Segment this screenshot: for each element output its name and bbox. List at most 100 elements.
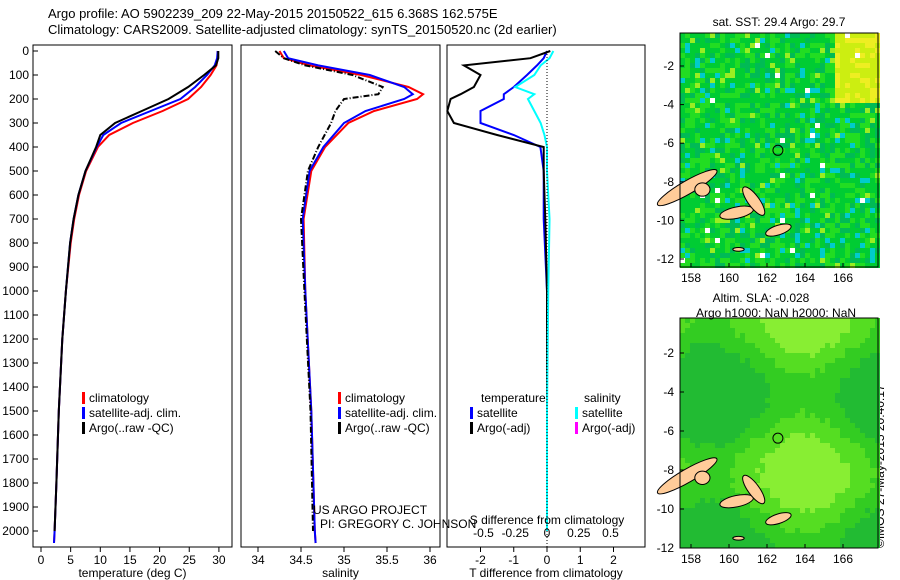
map-cell bbox=[850, 418, 855, 423]
map-cell bbox=[825, 153, 830, 158]
map-cell bbox=[850, 523, 855, 528]
map-cell bbox=[690, 508, 695, 513]
map-cell bbox=[790, 198, 795, 203]
map-cell bbox=[765, 198, 770, 203]
map-cell bbox=[710, 513, 715, 518]
series-temperature-satellite bbox=[479, 50, 548, 531]
map-cell bbox=[720, 518, 725, 523]
map-cell bbox=[760, 118, 765, 123]
map-cell bbox=[780, 103, 785, 108]
map-cell bbox=[815, 158, 820, 163]
map-cell bbox=[755, 358, 760, 363]
title-line1: Argo profile: AO 5902239_209 22-May-2015… bbox=[48, 6, 498, 21]
map-cell bbox=[680, 33, 685, 38]
map-cell bbox=[850, 38, 855, 43]
map-cell bbox=[785, 168, 790, 173]
map-cell bbox=[820, 468, 825, 473]
map-cell bbox=[810, 48, 815, 53]
map-cell bbox=[825, 503, 830, 508]
temperature-frame bbox=[32, 44, 233, 548]
map-cell bbox=[865, 353, 870, 358]
map-cell bbox=[870, 98, 875, 103]
map-cell bbox=[780, 128, 785, 133]
map-cell bbox=[840, 103, 845, 108]
map-cell bbox=[775, 183, 780, 188]
map-cell bbox=[855, 38, 860, 43]
map-cell bbox=[840, 398, 845, 403]
map-cell bbox=[710, 363, 715, 368]
map-cell bbox=[745, 203, 750, 208]
map-cell bbox=[820, 428, 825, 433]
map-cell bbox=[835, 73, 840, 78]
map-cell bbox=[850, 128, 855, 133]
map-cell bbox=[710, 38, 715, 43]
map-cell bbox=[700, 328, 705, 333]
x-axis-label: temperature (deg C) bbox=[78, 566, 186, 580]
map-cell bbox=[740, 123, 745, 128]
map-cell bbox=[720, 188, 725, 193]
map-cell bbox=[790, 538, 795, 543]
map-cell bbox=[865, 323, 870, 328]
map-cell bbox=[820, 203, 825, 208]
map-cell bbox=[835, 143, 840, 148]
map-cell bbox=[755, 83, 760, 88]
map-cell bbox=[735, 458, 740, 463]
map-cell bbox=[760, 128, 765, 133]
map-cell bbox=[685, 173, 690, 178]
map-cell bbox=[810, 498, 815, 503]
map-cell bbox=[840, 123, 845, 128]
map-cell bbox=[845, 218, 850, 223]
map-cell bbox=[685, 163, 690, 168]
map-cell bbox=[835, 173, 840, 178]
map-cell bbox=[845, 483, 850, 488]
map-cell bbox=[840, 443, 845, 448]
map-cell bbox=[855, 53, 860, 58]
map-cell bbox=[845, 363, 850, 368]
map-cell bbox=[855, 328, 860, 333]
map-cell bbox=[730, 258, 735, 263]
map-cell bbox=[730, 188, 735, 193]
map-cell bbox=[845, 118, 850, 123]
map-cell bbox=[725, 473, 730, 478]
map-cell bbox=[755, 63, 760, 68]
map-cell bbox=[840, 108, 845, 113]
map-cell bbox=[755, 473, 760, 478]
map-cell bbox=[805, 518, 810, 523]
map-cell bbox=[745, 513, 750, 518]
map-cell bbox=[790, 138, 795, 143]
map-cell bbox=[775, 248, 780, 253]
map-cell bbox=[865, 103, 870, 108]
map-cell bbox=[695, 38, 700, 43]
map-cell bbox=[820, 438, 825, 443]
map-cell bbox=[705, 348, 710, 353]
map-cell bbox=[830, 258, 835, 263]
map-cell bbox=[820, 233, 825, 238]
map-cell bbox=[840, 343, 845, 348]
map-cell bbox=[775, 178, 780, 183]
x-tick-label: 10 bbox=[94, 553, 108, 567]
map-cell bbox=[755, 68, 760, 73]
map-cell bbox=[725, 368, 730, 373]
map-cell bbox=[845, 193, 850, 198]
map-cell bbox=[865, 168, 870, 173]
map-cell bbox=[715, 53, 720, 58]
map-cell bbox=[790, 38, 795, 43]
map-cell bbox=[760, 253, 765, 258]
map-cell bbox=[700, 118, 705, 123]
map-cell bbox=[775, 238, 780, 243]
map-cell bbox=[680, 143, 685, 148]
map-cell bbox=[785, 93, 790, 98]
map-cell bbox=[815, 183, 820, 188]
map-cell bbox=[710, 493, 715, 498]
map-cell bbox=[725, 78, 730, 83]
map-cell bbox=[815, 153, 820, 158]
map-cell bbox=[705, 63, 710, 68]
map-cell bbox=[810, 473, 815, 478]
map-cell bbox=[865, 328, 870, 333]
map-cell bbox=[775, 468, 780, 473]
map-cell bbox=[765, 183, 770, 188]
map-cell bbox=[755, 378, 760, 383]
map-cell bbox=[705, 258, 710, 263]
map-cell bbox=[740, 203, 745, 208]
map-cell bbox=[865, 108, 870, 113]
